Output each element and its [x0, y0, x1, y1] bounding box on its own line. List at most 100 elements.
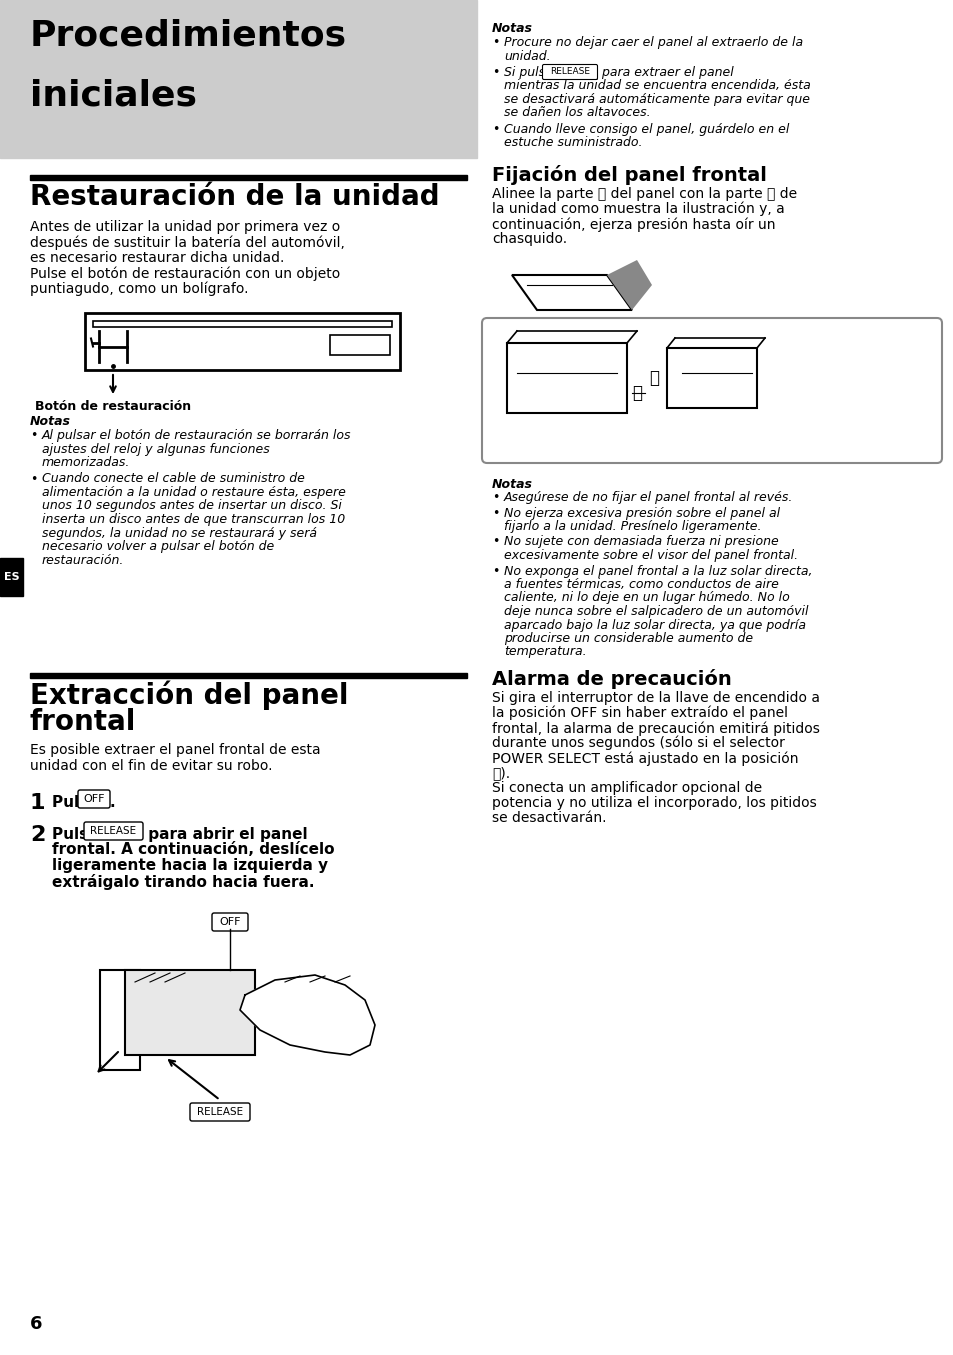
Text: frontal: frontal — [30, 709, 136, 736]
Text: Ⓐ).: Ⓐ). — [492, 766, 510, 780]
Text: potencia y no utiliza el incorporado, los pitidos: potencia y no utiliza el incorporado, lo… — [492, 795, 816, 810]
Text: la unidad como muestra la ilustración y, a: la unidad como muestra la ilustración y,… — [492, 202, 784, 217]
Text: RELEASE: RELEASE — [91, 827, 136, 836]
Text: iniciales: iniciales — [30, 79, 196, 112]
Text: Procedimientos: Procedimientos — [30, 18, 347, 51]
FancyBboxPatch shape — [212, 913, 248, 931]
Text: alimentación a la unidad o restaure ésta, espere: alimentación a la unidad o restaure ésta… — [42, 486, 346, 499]
Text: Pulse el botón de restauración con un objeto: Pulse el botón de restauración con un ob… — [30, 267, 340, 280]
FancyBboxPatch shape — [78, 790, 110, 808]
Text: restauración.: restauración. — [42, 553, 124, 566]
Text: ajustes del reloj y algunas funciones: ajustes del reloj y algunas funciones — [42, 443, 270, 455]
FancyBboxPatch shape — [481, 318, 941, 463]
Polygon shape — [240, 976, 375, 1056]
Bar — [85, 313, 399, 370]
Text: No ejerza excesiva presión sobre el panel al: No ejerza excesiva presión sobre el pane… — [503, 507, 780, 519]
Text: se desactivarán.: se desactivarán. — [492, 812, 606, 825]
Text: se dañen los altavoces.: se dañen los altavoces. — [503, 107, 650, 119]
Text: Antes de utilizar la unidad por primera vez o: Antes de utilizar la unidad por primera … — [30, 220, 340, 234]
Text: memorizadas.: memorizadas. — [42, 457, 131, 469]
Bar — [330, 335, 390, 355]
Text: ES: ES — [4, 572, 19, 583]
Text: Restauración de la unidad: Restauración de la unidad — [30, 183, 439, 211]
Text: •: • — [492, 491, 498, 504]
FancyBboxPatch shape — [190, 1103, 250, 1121]
Text: Pulse: Pulse — [52, 795, 104, 810]
Text: para extraer el panel: para extraer el panel — [598, 66, 733, 79]
Bar — [666, 348, 757, 408]
Text: unidad con el fin de evitar su robo.: unidad con el fin de evitar su robo. — [30, 759, 273, 772]
Text: fijarlo a la unidad. Presínelo ligeramente.: fijarlo a la unidad. Presínelo ligeramen… — [503, 520, 760, 533]
Text: •: • — [492, 66, 498, 79]
Bar — [30, 175, 467, 180]
Text: •: • — [30, 473, 37, 485]
Polygon shape — [512, 275, 631, 310]
Text: •: • — [492, 535, 498, 549]
Text: Notas: Notas — [30, 415, 71, 428]
Text: RELEASE: RELEASE — [550, 68, 589, 76]
Text: durante unos segundos (sólo si el selector: durante unos segundos (sólo si el select… — [492, 736, 784, 751]
Text: OFF: OFF — [83, 794, 105, 804]
Text: Alinee la parte Ⓐ del panel con la parte Ⓑ de: Alinee la parte Ⓐ del panel con la parte… — [492, 187, 797, 201]
Text: Procure no dejar caer el panel al extraerlo de la: Procure no dejar caer el panel al extrae… — [503, 37, 802, 49]
Text: temperatura.: temperatura. — [503, 645, 586, 659]
Text: •: • — [492, 37, 498, 49]
Text: •: • — [30, 430, 37, 442]
Text: estuche suministrado.: estuche suministrado. — [503, 137, 641, 149]
Text: Cuando conecte el cable de suministro de: Cuando conecte el cable de suministro de — [42, 473, 305, 485]
Text: chasquido.: chasquido. — [492, 232, 566, 247]
Text: Alarma de precaución: Alarma de precaución — [492, 669, 731, 688]
Text: RELEASE: RELEASE — [196, 1107, 243, 1117]
Text: después de sustituir la batería del automóvil,: después de sustituir la batería del auto… — [30, 236, 345, 251]
Text: Ⓐ: Ⓐ — [648, 369, 659, 388]
Text: OFF: OFF — [219, 917, 240, 927]
Text: •: • — [492, 565, 498, 577]
Text: Pulse: Pulse — [52, 827, 104, 841]
Text: deje nunca sobre el salpicadero de un automóvil: deje nunca sobre el salpicadero de un au… — [503, 604, 807, 618]
Text: la posición OFF sin haber extraído el panel: la posición OFF sin haber extraído el pa… — [492, 706, 787, 721]
Text: frontal, la alarma de precaución emitirá pitidos: frontal, la alarma de precaución emitirá… — [492, 721, 819, 736]
Text: No exponga el panel frontal a la luz solar directa,: No exponga el panel frontal a la luz sol… — [503, 565, 812, 577]
Text: 1: 1 — [30, 793, 46, 813]
Text: inserta un disco antes de que transcurran los 10: inserta un disco antes de que transcurra… — [42, 514, 345, 526]
Text: unidad.: unidad. — [503, 50, 550, 62]
Text: para abrir el panel: para abrir el panel — [143, 827, 307, 841]
Bar — [100, 970, 140, 1070]
Bar — [30, 673, 467, 678]
Text: necesario volver a pulsar el botón de: necesario volver a pulsar el botón de — [42, 541, 274, 553]
Text: Es posible extraer el panel frontal de esta: Es posible extraer el panel frontal de e… — [30, 743, 320, 757]
Text: Si pulsa: Si pulsa — [503, 66, 557, 79]
Text: Cuando lleve consigo el panel, guárdelo en el: Cuando lleve consigo el panel, guárdelo … — [503, 123, 788, 136]
Text: Si gira el interruptor de la llave de encendido a: Si gira el interruptor de la llave de en… — [492, 691, 820, 705]
Text: puntiagudo, como un bolígrafo.: puntiagudo, como un bolígrafo. — [30, 282, 248, 297]
FancyBboxPatch shape — [84, 822, 143, 840]
Text: •: • — [492, 123, 498, 136]
Text: frontal. A continuación, deslícelo: frontal. A continuación, deslícelo — [52, 841, 335, 856]
Text: Notas: Notas — [492, 478, 533, 491]
Text: aparcado bajo la luz solar directa, ya que podría: aparcado bajo la luz solar directa, ya q… — [503, 618, 805, 631]
Text: Botón de restauración: Botón de restauración — [35, 400, 191, 413]
Text: Si conecta un amplificador opcional de: Si conecta un amplificador opcional de — [492, 780, 761, 795]
Text: es necesario restaurar dicha unidad.: es necesario restaurar dicha unidad. — [30, 251, 284, 266]
Text: a fuentes térmicas, como conductos de aire: a fuentes térmicas, como conductos de ai… — [503, 579, 778, 591]
Bar — [0, 558, 23, 596]
Text: 6: 6 — [30, 1314, 43, 1333]
Text: Fijación del panel frontal: Fijación del panel frontal — [492, 165, 766, 186]
Bar — [92, 321, 392, 327]
Text: Asegúrese de no fijar el panel frontal al revés.: Asegúrese de no fijar el panel frontal a… — [503, 491, 793, 504]
Text: Al pulsar el botón de restauración se borrarán los: Al pulsar el botón de restauración se bo… — [42, 430, 351, 442]
Text: mientras la unidad se encuentra encendida, ésta: mientras la unidad se encuentra encendid… — [503, 80, 810, 92]
Bar — [125, 970, 254, 1056]
Bar — [506, 343, 626, 413]
Text: •: • — [492, 507, 498, 519]
Text: No sujete con demasiada fuerza ni presione: No sujete con demasiada fuerza ni presio… — [503, 535, 778, 549]
Polygon shape — [606, 260, 651, 310]
Text: excesivamente sobre el visor del panel frontal.: excesivamente sobre el visor del panel f… — [503, 549, 798, 562]
Text: .: . — [110, 795, 115, 810]
Text: extráigalo tirando hacia fuera.: extráigalo tirando hacia fuera. — [52, 874, 314, 890]
Text: producirse un considerable aumento de: producirse un considerable aumento de — [503, 631, 752, 645]
Text: POWER SELECT está ajustado en la posición: POWER SELECT está ajustado en la posició… — [492, 751, 798, 766]
Text: 2: 2 — [30, 825, 46, 846]
Text: Notas: Notas — [492, 22, 533, 35]
Text: Ⓑ: Ⓑ — [631, 383, 641, 402]
